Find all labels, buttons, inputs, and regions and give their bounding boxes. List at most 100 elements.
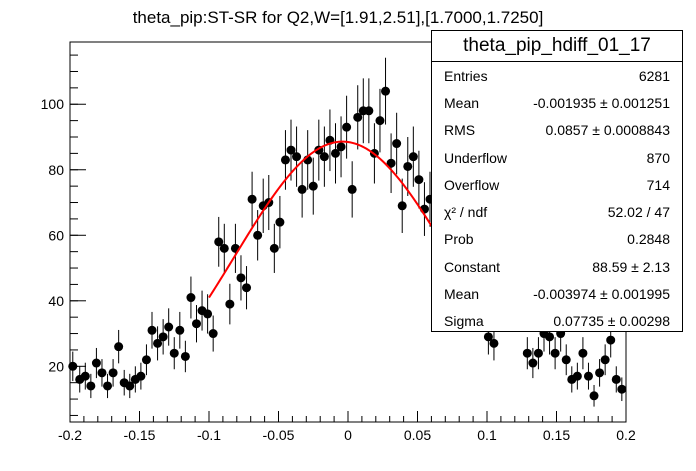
y-tick-label: 20 [48,358,64,374]
data-point [208,329,218,339]
data-point [550,348,560,358]
data-point [381,86,391,96]
data-point [347,184,357,194]
data-point [147,325,157,335]
data-point [545,332,555,342]
stats-row: Sigma 0.07735 ± 0.00298 [432,308,682,335]
data-point [247,194,257,204]
data-point [561,355,571,365]
data-point [180,351,190,361]
y-tick-label: 40 [48,293,64,309]
stats-value: 0.07735 ± 0.00298 [553,313,670,330]
stats-row: Mean -0.001935 ± 0.001251 [432,89,682,116]
stats-row: Prob 0.2848 [432,226,682,253]
data-point [108,368,118,378]
data-point [308,181,318,191]
x-tick-label: -0.1 [197,427,221,443]
data-point [397,201,407,211]
data-point [275,217,285,227]
data-point [483,332,493,342]
data-point [386,158,396,168]
data-point [86,381,96,391]
data-point [125,381,135,391]
stats-title: theta_pip_hdiff_01_17 [432,31,682,62]
data-point [153,338,163,348]
data-point [269,243,279,253]
x-tick-label: 0.2 [616,427,636,443]
stats-label: Mean [444,94,480,111]
x-tick-label: 0.1 [477,427,497,443]
data-point [583,371,593,381]
data-point [236,273,246,283]
data-point [578,348,588,358]
stats-value: 88.59 ± 2.13 [592,258,670,275]
data-point [253,230,263,240]
data-point [114,342,124,352]
stats-value: 0.0857 ± 0.0008843 [545,122,670,139]
stats-value: -0.001935 ± 0.001251 [533,94,670,111]
stats-label: Sigma [444,313,484,330]
data-point [364,106,374,116]
data-point [225,299,235,309]
stats-label: Entries [444,67,488,84]
stats-row: Entries 6281 [432,62,682,89]
data-point [408,152,418,162]
data-point [175,325,185,335]
stats-label: Prob [444,231,474,248]
data-point [164,322,174,332]
stats-label: RMS [444,122,476,139]
data-point [600,355,610,365]
data-point [186,293,196,303]
data-point [242,283,252,293]
data-point [219,243,229,253]
chart-title: theta_pip:ST-SR for Q2,W=[1.91,2.51],[1.… [133,8,544,27]
stats-label: Overflow [444,176,500,193]
x-tick-label: -0.2 [58,427,82,443]
data-point [595,368,605,378]
data-point [286,145,296,155]
data-point [103,381,113,391]
data-point [342,122,352,132]
data-point [214,237,224,247]
data-point [141,355,151,365]
x-tick-label: 0.15 [543,427,570,443]
y-tick-label: 100 [41,96,65,112]
stats-label: Mean [444,286,480,303]
stats-value: 870 [646,149,670,166]
data-point [617,384,627,394]
stats-value: 0.2848 [627,231,670,248]
data-point [191,319,201,329]
data-point [158,332,168,342]
data-point [280,155,290,165]
data-point [589,391,599,401]
data-point [528,358,538,368]
stats-value: -0.003974 ± 0.001995 [533,286,670,303]
data-point [375,116,385,126]
stats-row: Mean -0.003974 ± 0.001995 [432,280,682,307]
data-point [136,371,146,381]
data-point [68,361,78,371]
data-point [330,148,340,158]
data-point [91,358,101,368]
data-point [80,371,90,381]
data-point [611,374,621,384]
data-point [414,175,424,185]
stats-label: χ² / ndf [444,204,488,221]
y-tick-label: 60 [48,227,64,243]
stats-value: 714 [646,176,670,193]
stats-label: Constant [444,258,501,275]
data-point [533,348,543,358]
stats-row: χ² / ndf 52.02 / 47 [432,198,682,225]
x-tick-label: 0 [344,427,352,443]
axis-ticks: -0.2 -0.15 -0.1 -0.05 0 0.05 0.1 0.15 0.2 20 40 60 8… [41,54,636,443]
stats-value: 6281 [638,67,670,84]
stats-value: 52.02 / 47 [607,204,670,221]
stats-box: theta_pip_hdiff_01_17 Entries 6281 Mean -0.… [431,30,683,332]
data-point [169,348,179,358]
data-point [97,368,107,378]
data-point [297,184,307,194]
data-point [489,338,499,348]
stats-label: Underflow [444,149,508,166]
stats-row: Underflow 870 [432,144,682,171]
